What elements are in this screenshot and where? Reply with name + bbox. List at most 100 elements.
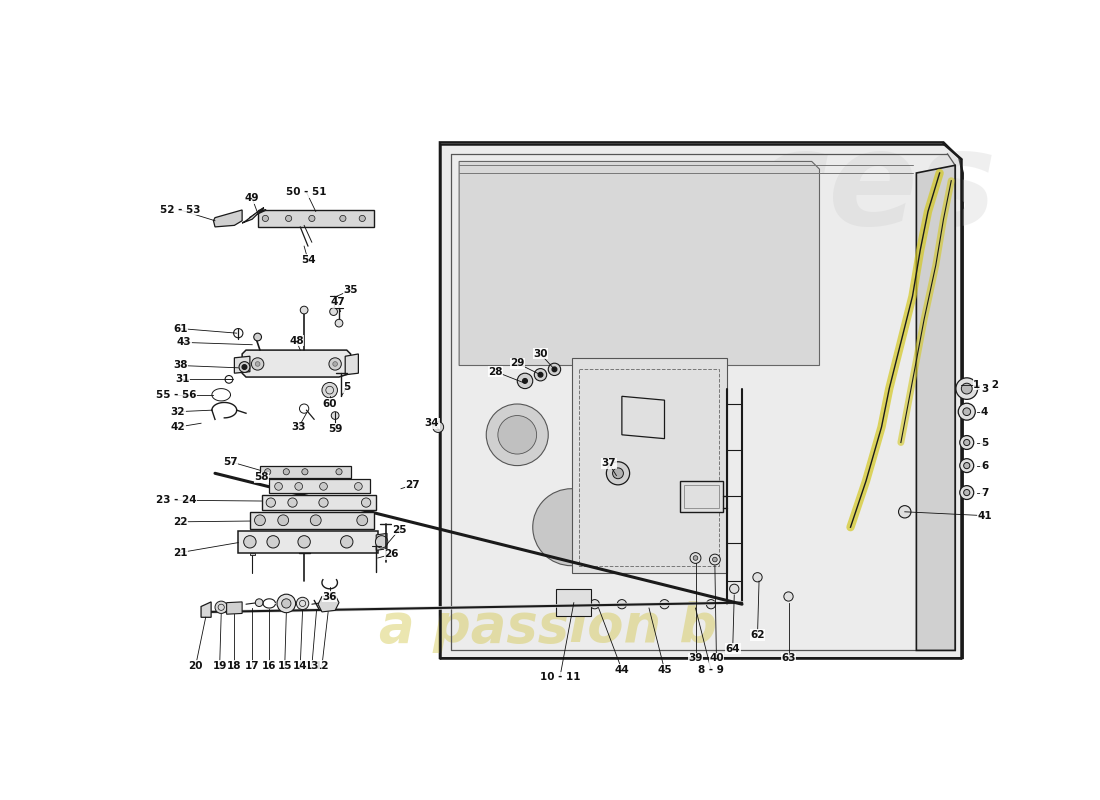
Polygon shape	[621, 396, 664, 438]
Polygon shape	[318, 595, 339, 612]
Text: 8 - 9: 8 - 9	[698, 665, 724, 674]
Circle shape	[964, 462, 970, 469]
Circle shape	[713, 558, 717, 562]
Bar	[257, 210, 374, 227]
Text: 26: 26	[385, 549, 399, 559]
Polygon shape	[234, 356, 250, 373]
Circle shape	[498, 415, 537, 454]
Circle shape	[958, 403, 976, 420]
Text: 18: 18	[227, 661, 242, 670]
Text: 37: 37	[602, 458, 616, 468]
Polygon shape	[459, 162, 820, 366]
Circle shape	[552, 367, 557, 372]
Text: 50 - 51: 50 - 51	[286, 187, 327, 198]
Text: 16: 16	[262, 661, 276, 670]
Circle shape	[278, 515, 288, 526]
Text: 23 - 24: 23 - 24	[156, 495, 197, 506]
Circle shape	[252, 358, 264, 370]
Circle shape	[255, 362, 260, 366]
Text: 47: 47	[330, 298, 344, 307]
Text: 52 - 53: 52 - 53	[160, 205, 200, 215]
Circle shape	[265, 469, 271, 475]
Circle shape	[606, 462, 629, 485]
Bar	[250, 553, 254, 555]
Circle shape	[244, 536, 256, 548]
Text: 1 - 2: 1 - 2	[974, 380, 999, 390]
Text: 58: 58	[254, 472, 268, 482]
Text: 5: 5	[343, 382, 351, 392]
Circle shape	[266, 498, 275, 507]
Text: 33: 33	[292, 422, 306, 432]
Circle shape	[535, 369, 547, 381]
Circle shape	[301, 469, 308, 475]
Circle shape	[277, 594, 296, 613]
Circle shape	[275, 482, 283, 490]
Circle shape	[295, 482, 302, 490]
Bar	[680, 481, 723, 512]
Text: 35: 35	[343, 285, 358, 295]
Text: 59: 59	[328, 424, 342, 434]
Circle shape	[964, 490, 970, 496]
Text: 10 - 11: 10 - 11	[540, 672, 580, 682]
Polygon shape	[242, 208, 264, 223]
Text: 41: 41	[977, 510, 992, 521]
Polygon shape	[376, 534, 387, 550]
Circle shape	[255, 599, 263, 606]
Text: 45: 45	[657, 665, 672, 674]
Text: 20: 20	[188, 661, 202, 670]
Circle shape	[693, 556, 697, 560]
Circle shape	[964, 439, 970, 446]
Circle shape	[517, 373, 532, 389]
Circle shape	[341, 536, 353, 548]
Text: 28: 28	[488, 366, 503, 377]
Text: 61: 61	[173, 323, 187, 334]
Circle shape	[214, 601, 228, 614]
Text: 13: 13	[305, 661, 319, 670]
Circle shape	[320, 482, 328, 490]
Text: 21: 21	[173, 548, 187, 558]
Bar	[262, 495, 376, 510]
Polygon shape	[345, 354, 359, 374]
Circle shape	[899, 506, 911, 518]
Circle shape	[548, 363, 561, 375]
Circle shape	[522, 378, 527, 383]
Text: 32: 32	[170, 406, 185, 417]
Bar	[684, 485, 718, 508]
Circle shape	[962, 408, 970, 415]
Circle shape	[752, 573, 762, 582]
Circle shape	[359, 215, 365, 222]
Circle shape	[262, 215, 268, 222]
Circle shape	[375, 536, 388, 548]
Text: a passion b: a passion b	[379, 602, 717, 654]
Bar	[260, 466, 351, 478]
Circle shape	[960, 486, 974, 499]
Circle shape	[538, 373, 542, 377]
Circle shape	[710, 554, 720, 565]
Circle shape	[960, 435, 974, 450]
Text: 44: 44	[615, 665, 629, 674]
Circle shape	[356, 515, 367, 526]
Bar	[572, 358, 726, 574]
Bar	[250, 512, 374, 529]
Text: 29: 29	[510, 358, 525, 368]
Circle shape	[729, 584, 739, 594]
Text: 43: 43	[177, 338, 191, 347]
Circle shape	[322, 382, 338, 398]
Circle shape	[329, 358, 341, 370]
Circle shape	[336, 469, 342, 475]
Text: 36: 36	[322, 591, 337, 602]
Circle shape	[784, 592, 793, 601]
Polygon shape	[916, 166, 955, 650]
Circle shape	[617, 599, 627, 609]
Circle shape	[690, 553, 701, 563]
Circle shape	[310, 515, 321, 526]
Polygon shape	[440, 142, 962, 658]
Circle shape	[300, 306, 308, 314]
Text: 30: 30	[534, 349, 548, 359]
Text: 14: 14	[293, 661, 308, 670]
Circle shape	[961, 383, 972, 394]
Circle shape	[298, 536, 310, 548]
Circle shape	[283, 469, 289, 475]
Circle shape	[282, 599, 290, 608]
Circle shape	[319, 498, 328, 507]
